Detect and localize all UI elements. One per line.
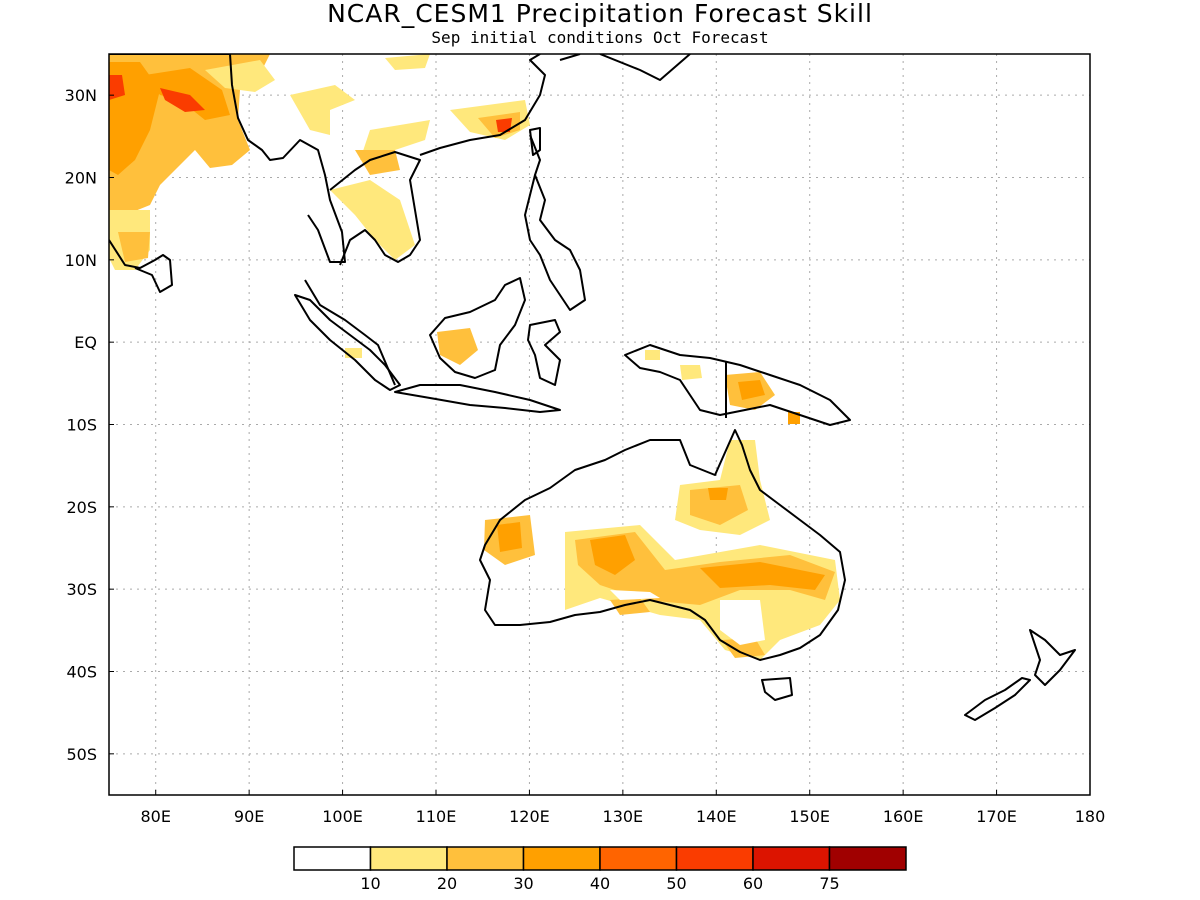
coast-borneo: [429, 277, 526, 379]
colorbar-label: 50: [666, 874, 686, 893]
lon-tick-label: 80E: [140, 807, 170, 826]
longitude-labels: 80E 90E 100E 110E 120E 130E 140E 150E 160E 170E 18…: [140, 790, 1105, 826]
colorbar-swatch: [522, 846, 601, 871]
coast-java: [394, 384, 561, 413]
colorbar-swatch: [599, 846, 678, 871]
colorbar-label: 30: [513, 874, 533, 893]
colorbar-swatch: [675, 846, 754, 871]
coast-australia: [479, 429, 846, 661]
lon-tick-label: 150E: [789, 807, 830, 826]
colorbar-swatch: [828, 846, 907, 871]
coast-nz-south: [964, 677, 1031, 721]
skill-region-borneo: [437, 328, 478, 365]
colorbar-swatch: [752, 846, 831, 871]
skill-region-tibet-east: [205, 60, 275, 92]
lon-tick-label: 120E: [509, 807, 550, 826]
colorbar-swatch: [446, 846, 525, 871]
lat-tick-label: 10N: [65, 251, 97, 270]
coast-japan: [559, 54, 691, 81]
colorbar-label: 60: [743, 874, 763, 893]
lon-tick-label: 130E: [603, 807, 644, 826]
coast-sumatra: [294, 294, 401, 391]
skill-region-indochina-north: [355, 150, 400, 175]
lat-tick-label: 50S: [66, 745, 97, 764]
skill-region-china-south-peak: [496, 118, 512, 132]
coast-nz-north: [1029, 629, 1076, 686]
colorbar: 10 20 30 40 50 60 75: [293, 846, 907, 893]
map-subtitle: Sep initial conditions Oct Forecast: [431, 28, 769, 47]
colorbar-label: 20: [437, 874, 457, 893]
skill-region-central-australia-high: [590, 535, 635, 575]
lon-tick-label: 110E: [416, 807, 457, 826]
skill-region-yunnan: [290, 85, 355, 135]
skill-region-newguinea-peak: [738, 380, 765, 400]
lon-tick-label: 170E: [976, 807, 1017, 826]
lon-tick-label: 90E: [234, 807, 264, 826]
lon-tick-label: 180: [1075, 807, 1106, 826]
latitude-labels: 30N 20N 10N EQ 10S 20S 30S 40S 50S: [65, 86, 114, 764]
skill-hole-2: [610, 590, 660, 600]
skill-region-se-australia: [700, 562, 825, 590]
lon-tick-label: 160E: [883, 807, 924, 826]
lat-tick-label: 20S: [66, 498, 97, 517]
skill-region-himalaya: [145, 68, 230, 120]
coast-china: [419, 54, 546, 176]
coast-philippines: [524, 174, 586, 311]
skill-region-qld-mid: [690, 485, 748, 525]
skill-region-nw-australia-peak: [497, 522, 522, 552]
map-title: NCAR_CESM1 Precipitation Forecast Skill: [327, 0, 873, 28]
colorbar-label: 75: [819, 874, 839, 893]
colorbar-swatch: [293, 846, 372, 871]
colorbar-label: 10: [360, 874, 380, 893]
lat-tick-label: 30S: [66, 580, 97, 599]
skill-hole-1: [720, 600, 765, 645]
coast-taiwan: [529, 127, 541, 156]
skill-region-newguinea-west: [645, 350, 660, 360]
coast-south-asia: [109, 54, 396, 386]
lon-tick-label: 140E: [696, 807, 737, 826]
skill-region-himalaya-peak: [160, 88, 205, 112]
skill-region-newguinea: [680, 365, 702, 380]
skill-region-victoria: [722, 638, 765, 658]
lat-tick-label: 40S: [66, 663, 97, 682]
lon-tick-label: 100E: [322, 807, 363, 826]
coast-newguinea: [624, 344, 851, 426]
skill-region-west-peak: [109, 75, 125, 100]
skill-region-india-south: [118, 232, 150, 262]
coastlines: [109, 54, 1076, 721]
lat-tick-label: 10S: [66, 416, 97, 435]
colorbar-label: 40: [590, 874, 610, 893]
skill-region-indochina: [330, 180, 415, 260]
skill-region-qld-peak: [708, 488, 728, 500]
graticule: [109, 54, 1090, 795]
coast-sulawesi: [527, 319, 561, 386]
lat-tick-label: 30N: [65, 86, 97, 105]
lat-tick-label: EQ: [74, 333, 97, 352]
colorbar-swatch: [369, 846, 448, 871]
coast-tasmania: [761, 677, 793, 701]
coast-indochina: [329, 151, 421, 266]
lat-tick-label: 20N: [65, 169, 97, 188]
skill-shading: [109, 54, 840, 660]
skill-region-china-north: [385, 54, 430, 70]
